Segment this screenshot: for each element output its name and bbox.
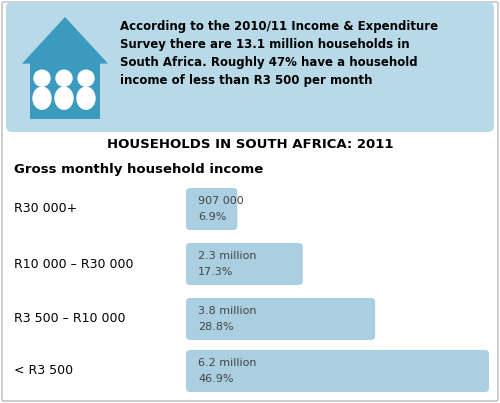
Text: 17.3%: 17.3% (198, 267, 234, 277)
Text: HOUSEHOLDS IN SOUTH AFRICA: 2011: HOUSEHOLDS IN SOUTH AFRICA: 2011 (107, 138, 393, 151)
Text: R30 000+: R30 000+ (14, 202, 77, 216)
Circle shape (78, 70, 94, 86)
Text: R10 000 – R30 000: R10 000 – R30 000 (14, 258, 134, 270)
Text: < R3 500: < R3 500 (14, 364, 73, 378)
Text: 28.8%: 28.8% (198, 322, 234, 332)
Text: 46.9%: 46.9% (198, 374, 234, 384)
Ellipse shape (55, 87, 73, 109)
FancyBboxPatch shape (186, 298, 375, 340)
FancyBboxPatch shape (30, 58, 100, 118)
FancyBboxPatch shape (186, 188, 238, 230)
Circle shape (34, 70, 50, 86)
Text: 6.2 million: 6.2 million (198, 358, 256, 368)
Text: 2.3 million: 2.3 million (198, 251, 256, 262)
Circle shape (56, 70, 72, 86)
Text: 907 000: 907 000 (198, 196, 244, 206)
Text: R3 500 – R10 000: R3 500 – R10 000 (14, 312, 126, 326)
Text: 3.8 million: 3.8 million (198, 306, 256, 316)
Text: According to the 2010/11 Income & Expenditure
Survey there are 13.1 million hous: According to the 2010/11 Income & Expend… (120, 20, 438, 87)
FancyBboxPatch shape (186, 243, 303, 285)
FancyBboxPatch shape (6, 2, 494, 132)
Text: Gross monthly household income: Gross monthly household income (14, 163, 263, 176)
Text: 6.9%: 6.9% (198, 212, 226, 222)
Ellipse shape (77, 87, 95, 109)
FancyBboxPatch shape (186, 350, 489, 392)
Ellipse shape (33, 87, 51, 109)
Polygon shape (22, 17, 108, 64)
